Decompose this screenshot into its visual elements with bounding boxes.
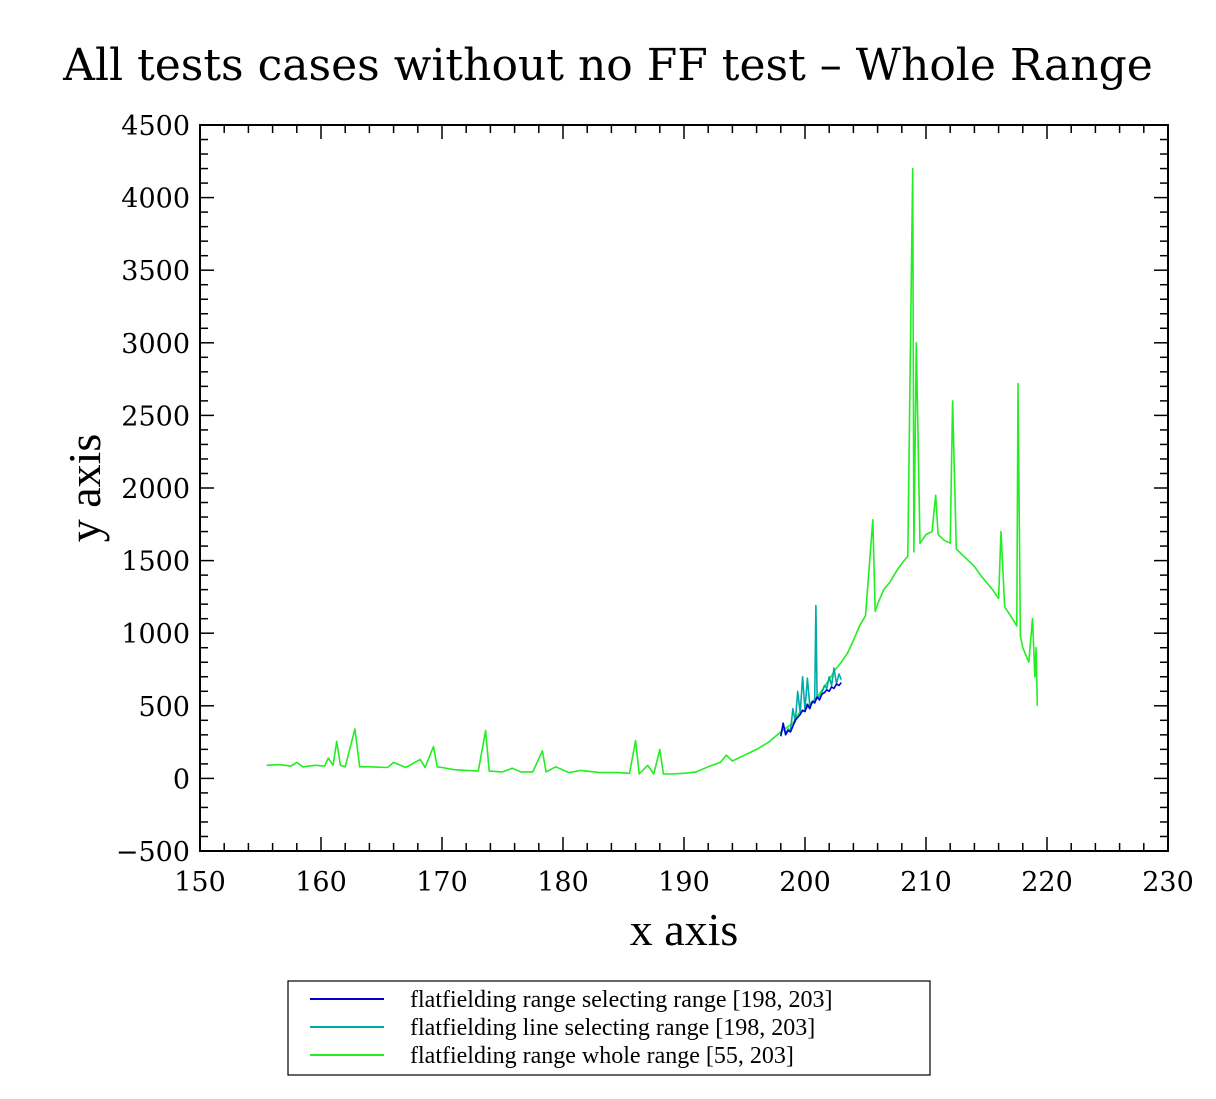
plot-area xyxy=(199,124,1169,852)
axis-tick-labels: 150 160 170 180 190 200 210 220 230 −500 0 500 1000 1… xyxy=(116,111,1194,898)
y-tick-label: 4000 xyxy=(121,184,190,215)
x-tick-label: 230 xyxy=(1142,867,1194,898)
legend-label-line-selecting: flatfielding line selecting range [198, … xyxy=(410,1015,815,1041)
x-tick-label: 200 xyxy=(779,867,831,898)
legend-label-whole-range: flatfielding range whole range [55, 203] xyxy=(410,1043,794,1069)
axis-ticks xyxy=(199,124,1169,852)
x-tick-label: 210 xyxy=(900,867,952,898)
y-tick-label: 3000 xyxy=(121,329,190,360)
y-tick-label: 4500 xyxy=(121,111,190,142)
y-tick-label: 1500 xyxy=(121,547,190,578)
y-tick-label: 1000 xyxy=(121,619,190,650)
y-tick-label: 0 xyxy=(173,764,190,795)
series-whole-range xyxy=(266,167,1039,775)
y-axis-label: y axis xyxy=(59,434,110,543)
series-range-selecting xyxy=(780,682,842,737)
series-layer xyxy=(266,167,1039,775)
x-axis-label: x axis xyxy=(630,904,739,955)
x-tick-label: 170 xyxy=(416,867,468,898)
x-tick-label: 150 xyxy=(174,867,226,898)
y-tick-label: 3500 xyxy=(121,256,190,287)
legend: flatfielding range selecting range [198,… xyxy=(287,980,931,1076)
series-line-selecting xyxy=(780,604,843,735)
y-tick-label: 500 xyxy=(138,692,190,723)
x-tick-label: 180 xyxy=(537,867,589,898)
x-tick-label: 220 xyxy=(1021,867,1073,898)
x-tick-label: 190 xyxy=(658,867,710,898)
legend-label-range-selecting: flatfielding range selecting range [198,… xyxy=(410,987,833,1013)
legend-box xyxy=(287,980,931,1076)
y-tick-label: 2000 xyxy=(121,474,190,505)
x-tick-label: 160 xyxy=(295,867,347,898)
y-tick-label: −500 xyxy=(116,837,190,868)
y-tick-label: 2500 xyxy=(121,401,190,432)
chart-title: All tests cases without no FF test – Who… xyxy=(62,40,1153,91)
